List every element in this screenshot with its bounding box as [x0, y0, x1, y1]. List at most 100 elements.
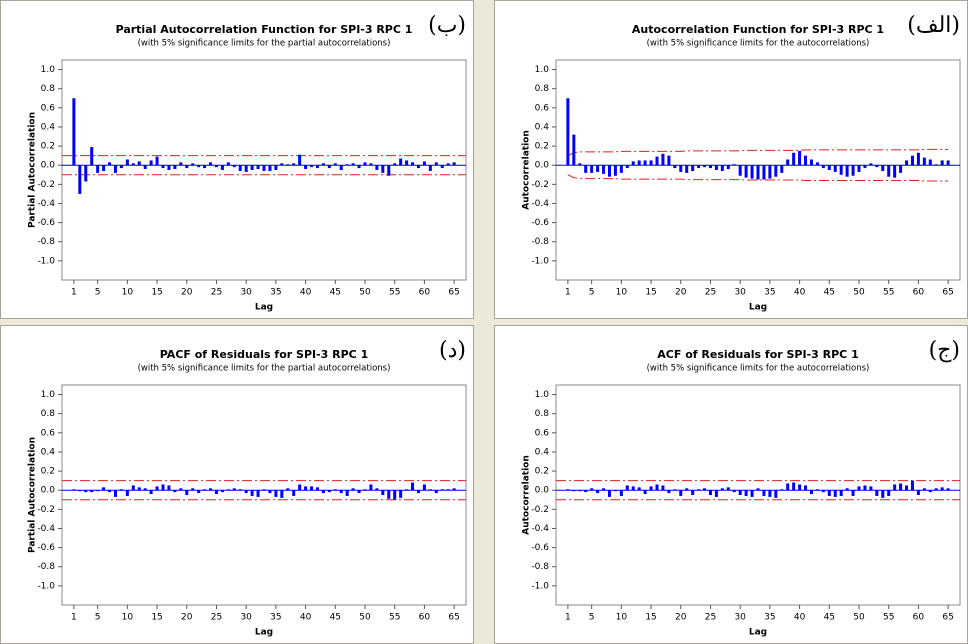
- bar: [905, 485, 909, 491]
- bar: [262, 489, 266, 491]
- bar: [703, 488, 707, 491]
- bar: [327, 165, 331, 169]
- y-tick-label: -0.6: [531, 218, 549, 228]
- y-tick-label: 0.0: [535, 486, 550, 496]
- bar: [946, 488, 950, 491]
- bar: [155, 156, 159, 166]
- bar: [280, 490, 284, 498]
- x-tick-label: 25: [211, 613, 222, 623]
- x-axis-label: Lag: [255, 628, 273, 638]
- bar: [452, 488, 456, 491]
- bar: [928, 159, 932, 166]
- bar: [262, 165, 266, 171]
- bar: [84, 165, 88, 182]
- bar: [440, 489, 444, 491]
- bar: [304, 486, 308, 491]
- bar: [214, 165, 218, 168]
- x-tick-label: 60: [419, 288, 431, 298]
- bar: [149, 160, 153, 166]
- bar: [596, 165, 600, 172]
- bar: [214, 490, 218, 495]
- bar: [209, 162, 213, 166]
- bar: [851, 165, 855, 176]
- x-tick-label: 25: [705, 288, 716, 298]
- bar: [780, 489, 784, 491]
- bar: [833, 165, 837, 172]
- bar: [250, 490, 254, 496]
- y-tick-label: -0.8: [531, 237, 549, 247]
- bar: [434, 162, 438, 166]
- bar: [173, 490, 177, 493]
- bar: [637, 160, 641, 166]
- bar: [143, 165, 147, 170]
- bar: [405, 489, 409, 491]
- bar: [72, 489, 76, 491]
- bar: [155, 486, 159, 491]
- bar: [137, 161, 141, 166]
- bar: [756, 165, 760, 180]
- x-tick-label: 55: [389, 288, 400, 298]
- bar: [369, 163, 373, 166]
- chart-subtitle: (with 5% significance limits for the aut…: [647, 39, 870, 49]
- bar: [357, 490, 361, 494]
- bar: [714, 165, 718, 170]
- bar: [869, 163, 873, 166]
- bar: [333, 489, 337, 491]
- bar: [345, 490, 349, 496]
- bar: [191, 488, 195, 491]
- bar: [238, 489, 242, 491]
- bar: [910, 155, 914, 166]
- y-tick-label: -1.0: [531, 581, 549, 591]
- bar: [411, 162, 415, 166]
- y-tick-label: -0.4: [37, 524, 55, 534]
- x-tick-label: 25: [211, 288, 222, 298]
- bar: [613, 490, 617, 492]
- y-tick-label: 0.4: [535, 447, 550, 457]
- x-tick-label: 20: [181, 613, 193, 623]
- bar: [857, 486, 861, 491]
- bar: [607, 490, 611, 497]
- bar: [250, 165, 254, 170]
- y-tick-label: 1.0: [41, 390, 56, 400]
- bar: [679, 490, 683, 496]
- bar: [916, 152, 920, 166]
- bar: [631, 161, 635, 166]
- bar: [131, 485, 135, 491]
- y-tick-label: -1.0: [37, 256, 55, 266]
- bar: [428, 165, 432, 171]
- x-tick-label: 50: [853, 288, 865, 298]
- x-tick-label: 30: [734, 288, 746, 298]
- bar: [703, 165, 707, 168]
- bar: [209, 488, 213, 491]
- bar: [339, 490, 343, 494]
- bar: [185, 490, 189, 495]
- x-tick-label: 60: [913, 613, 925, 623]
- bar: [268, 490, 272, 494]
- bar: [750, 165, 754, 179]
- bar: [691, 490, 695, 495]
- bar: [809, 490, 813, 495]
- bar: [815, 162, 819, 166]
- bar: [238, 165, 242, 171]
- plot-frame: [61, 384, 467, 606]
- x-tick-label: 55: [883, 613, 894, 623]
- bar: [446, 163, 450, 166]
- bar: [916, 490, 920, 495]
- bar: [292, 490, 296, 496]
- bar: [327, 490, 331, 493]
- bar: [113, 165, 117, 173]
- y-tick-label: 0.4: [41, 122, 56, 132]
- bar: [613, 165, 617, 176]
- bar: [298, 154, 302, 166]
- x-tick-label: 5: [95, 613, 101, 623]
- bar: [762, 165, 766, 180]
- chart-title: ACF of Residuals for SPI-3 RPC 1: [657, 348, 858, 361]
- bar: [881, 165, 885, 171]
- y-tick-label: 1.0: [535, 65, 550, 75]
- x-tick-label: 15: [151, 288, 162, 298]
- bar: [161, 484, 165, 491]
- bar: [602, 165, 606, 174]
- y-tick-label: -1.0: [37, 581, 55, 591]
- bar: [422, 484, 426, 491]
- y-tick-label: -0.4: [37, 199, 55, 209]
